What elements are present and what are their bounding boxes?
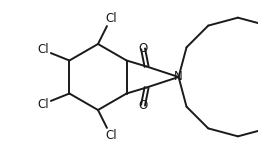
Text: Cl: Cl	[105, 12, 117, 25]
Text: N: N	[174, 70, 183, 84]
Text: Cl: Cl	[105, 129, 117, 142]
Text: Cl: Cl	[37, 43, 49, 56]
Text: O: O	[139, 99, 148, 112]
Text: Cl: Cl	[37, 98, 49, 111]
Text: O: O	[139, 42, 148, 55]
